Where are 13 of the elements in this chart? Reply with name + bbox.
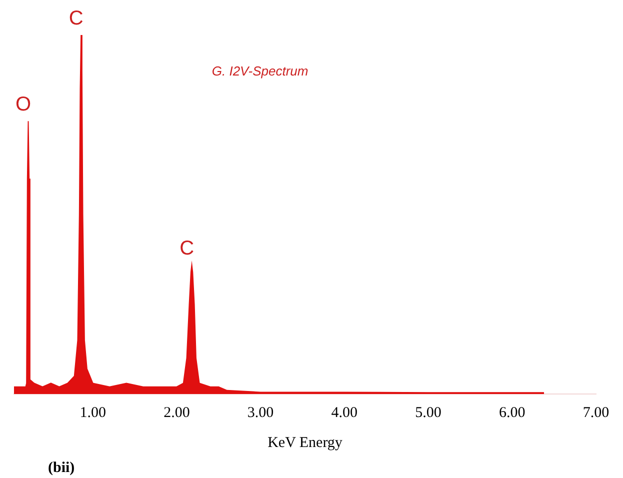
annotation: O [15,94,32,116]
annotation: G. I2V-Spectrum [212,64,308,79]
annotation: C [68,8,84,30]
x-tick-label: 1.00 [80,404,106,421]
x-tick-label: 4.00 [331,404,358,421]
x-tick-label: 5.00 [415,404,442,421]
x-tick-label: 7.00 [582,404,610,421]
x-axis-title: KeV Energy [268,434,343,451]
x-tick-label: 2.00 [164,404,190,421]
x-tick-label: 3.00 [247,404,274,421]
text: (bii) [48,460,75,476]
annotation: C [180,237,194,260]
x-tick-label: 6.00 [499,404,526,421]
